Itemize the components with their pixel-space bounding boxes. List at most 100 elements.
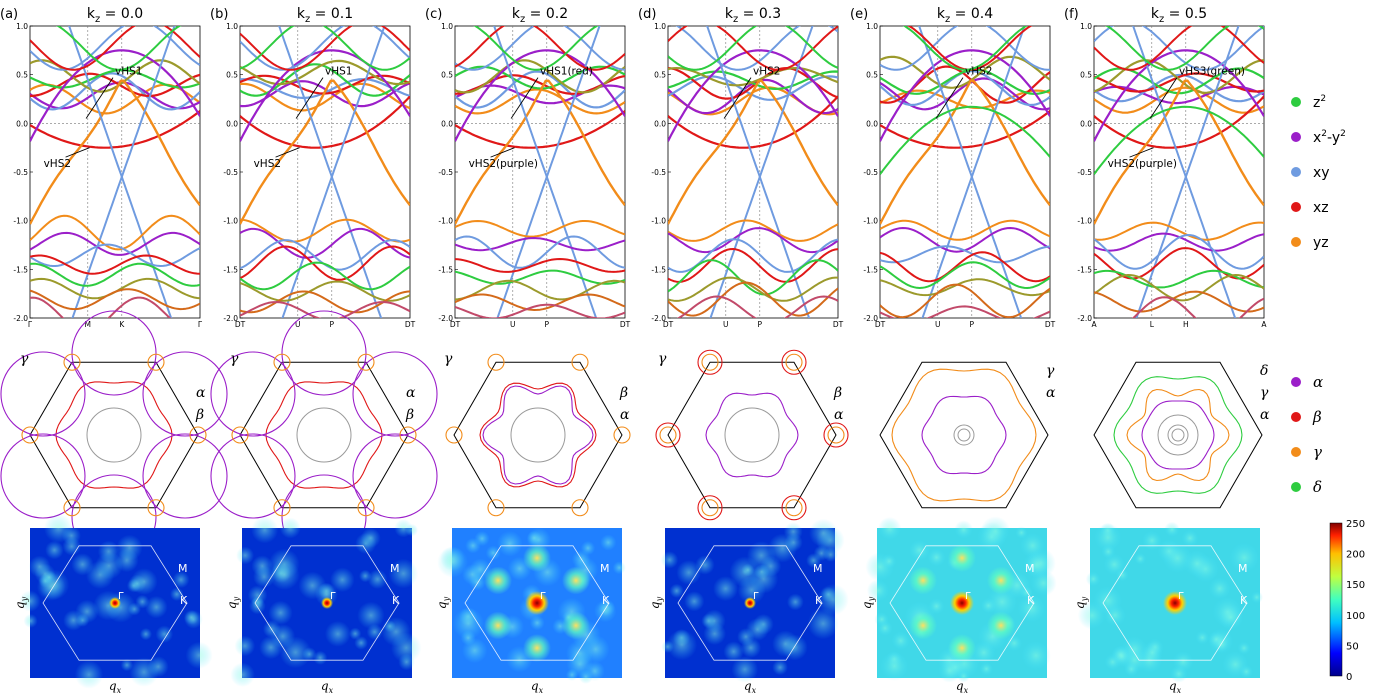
beta-pocket: [823, 422, 849, 448]
map-feature: [772, 630, 799, 658]
y-tick-label: 0.0: [1080, 119, 1092, 128]
band-curve: [240, 59, 410, 86]
map-feature: [565, 668, 579, 681]
gamma-label: Γ: [965, 591, 971, 602]
map-feature: [1015, 526, 1028, 539]
map-feature: [74, 660, 104, 689]
band-curve: [880, 251, 1050, 283]
brillouin-zone: [879, 361, 1049, 509]
y-tick-label: 0.0: [16, 119, 28, 128]
gamma-pocket-corner: [785, 353, 803, 371]
orbital-legend-marker: [1291, 237, 1301, 247]
y-tick-label: -0.5: [223, 168, 238, 177]
map-feature: [954, 520, 974, 540]
y-tick-label: 0.0: [441, 119, 453, 128]
x-tick-label: DT: [833, 320, 844, 329]
band-curve: [30, 231, 200, 256]
band-curve: [240, 301, 410, 318]
sheet-legend-marker: [1291, 482, 1301, 492]
map-feature: [279, 636, 312, 669]
map-feature: [139, 627, 153, 641]
qx-axis-label: qx: [956, 679, 969, 694]
y-tick-label: -1.0: [13, 217, 28, 226]
band-curve: [30, 254, 200, 275]
map-feature: [600, 534, 617, 551]
map-feature: [484, 611, 513, 640]
map-feature: [120, 658, 134, 672]
map-feature: [948, 634, 976, 662]
fermi-sheet-label: β: [405, 407, 414, 423]
fermi-sheet-label: γ: [20, 351, 29, 367]
band-curve: [675, 26, 838, 71]
band-curve: [1094, 73, 1264, 103]
gamma-peak: [1163, 591, 1187, 615]
panel-label: (b): [210, 7, 228, 22]
colorbar-tick-label: 100: [1346, 611, 1365, 622]
x-tick-label: M: [85, 320, 91, 329]
map-feature: [523, 544, 551, 572]
alpha-sheet: [210, 351, 296, 437]
y-tick-label: -1.5: [651, 265, 666, 274]
fermi-sheet-label: β: [195, 407, 204, 423]
band-curves: [455, 26, 625, 318]
band-curve: [1094, 95, 1264, 149]
map-feature: [660, 551, 679, 569]
band-curve: [240, 95, 410, 149]
colorbar-tick-label: 0: [1346, 672, 1352, 683]
map-feature: [879, 651, 910, 681]
qy-axis-label: qy: [435, 596, 451, 609]
map-feature: [130, 568, 158, 595]
map-feature: [1141, 641, 1164, 664]
beta-pocket: [781, 349, 807, 375]
y-tick-label: -2.0: [13, 314, 28, 323]
band-curve: [1094, 72, 1264, 93]
y-tick-label: -2.0: [651, 314, 666, 323]
band-curve: [1094, 221, 1264, 241]
y-tick-label: -1.0: [863, 217, 878, 226]
map-feature: [462, 637, 488, 664]
band-curve: [240, 280, 410, 302]
gamma-pocket: [86, 407, 142, 463]
map-feature: [388, 558, 419, 589]
map-feature: [561, 566, 590, 595]
y-tick-label: -1.0: [223, 217, 238, 226]
map-feature: [1016, 594, 1046, 623]
vhs-annotation: vHS2(purple): [469, 158, 538, 170]
band-curves: [668, 26, 838, 318]
fermi-sheet-label: β: [619, 385, 628, 401]
vhs-pointer: [490, 147, 515, 158]
x-tick-label: DT: [405, 320, 416, 329]
y-tick-label: 1.0: [16, 22, 28, 31]
colorbar-tick-label: 200: [1346, 550, 1365, 561]
map-feature: [684, 591, 705, 612]
gamma-label: Γ: [118, 591, 124, 602]
map-feature: [44, 514, 73, 543]
beta-pocket: [781, 495, 807, 521]
panel-title: kz = 0.1: [297, 6, 353, 25]
band-curve: [473, 26, 599, 71]
x-tick-label: P: [545, 320, 550, 329]
map-feature: [330, 567, 355, 593]
fermi-sheet-label: α: [620, 407, 630, 423]
x-tick-label: U: [723, 320, 729, 329]
vhs-pointer: [275, 147, 300, 158]
panel-title: kz = 0.4: [937, 6, 993, 25]
y-tick-label: 0.5: [866, 71, 878, 80]
map-feature: [42, 570, 57, 585]
map-feature: [786, 593, 804, 611]
gamma-pocket-corner: [613, 426, 631, 444]
map-bz-outline: [464, 545, 610, 661]
sheet-legend-marker: [1291, 412, 1301, 422]
beta-pocket: [697, 349, 723, 375]
M-label: M: [390, 562, 400, 575]
band-curve: [455, 110, 625, 149]
y-tick-label: -1.5: [863, 265, 878, 274]
map-feature: [357, 601, 385, 630]
alpha-sheet: [705, 392, 799, 478]
map-feature: [986, 611, 1015, 640]
fermi-surface-panel-1: γ αβ: [210, 310, 438, 560]
map-feature: [1237, 641, 1251, 655]
band-curve: [880, 305, 1050, 318]
band-curve: [668, 26, 838, 71]
band-curve: [30, 288, 200, 311]
